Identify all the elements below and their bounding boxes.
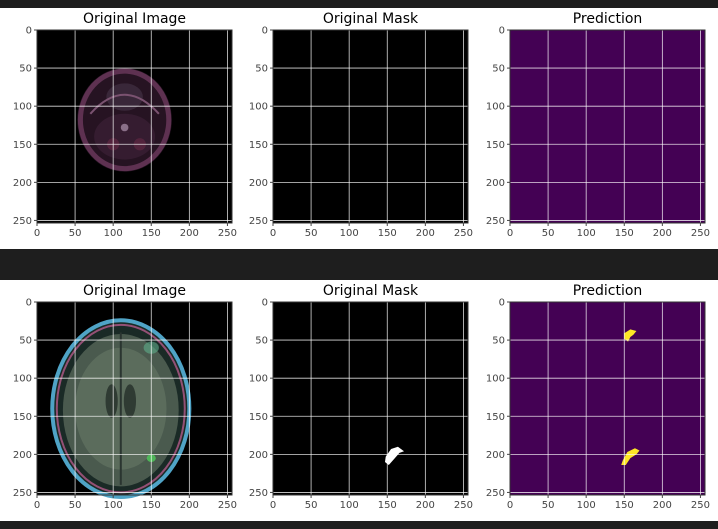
original-image-xtick-label: 50 (69, 228, 82, 239)
original-mask-xtick-label: 200 (416, 500, 435, 511)
original-mask-xtick-label: 150 (378, 228, 397, 239)
original-image-plot (36, 301, 233, 499)
original-mask-xtick-label: 50 (305, 500, 318, 511)
original-mask-xtick-label: 100 (340, 500, 359, 511)
original-mask-ytick-label: 0 (262, 26, 268, 37)
original-mask-xtick-label: 100 (340, 228, 359, 239)
original-mask-ytick-label: 200 (249, 178, 268, 189)
original-image-ytick-label: 100 (13, 102, 32, 113)
prediction-ytick-label: 250 (486, 488, 505, 499)
original-image-xtick-label: 150 (142, 228, 161, 239)
original-mask-xtick-label: 150 (378, 500, 397, 511)
original-image-plot (36, 29, 233, 224)
prediction-xtick-label: 200 (653, 228, 672, 239)
original-image-xtick-label: 50 (69, 500, 82, 511)
prediction-ytick-label: 50 (492, 336, 505, 347)
original-image-ytick-label: 250 (13, 216, 32, 227)
prediction-ytick-label: 200 (486, 178, 505, 189)
prediction-xtick-label: 200 (653, 500, 672, 511)
figure-row-2: Original Image 0 50 100 150 200 250 0 50 100 150 20… (0, 280, 718, 521)
prediction-ytick-label: 250 (486, 216, 505, 227)
prediction-xtick-label: 150 (615, 500, 634, 511)
original-mask-ytick-label: 150 (249, 140, 268, 151)
original-mask-xtick-label: 250 (454, 500, 473, 511)
original-image-xtick-label: 0 (34, 228, 40, 239)
prediction-xtick-label: 50 (542, 228, 555, 239)
original-image-ytick-label: 50 (19, 336, 32, 347)
original-mask-title: Original Mask (323, 11, 419, 27)
original-mask-ytick-label: 150 (249, 412, 268, 423)
original-image-title: Original Image (83, 11, 186, 27)
prediction-xtick-label: 150 (615, 228, 634, 239)
original-image-xtick-label: 200 (180, 500, 199, 511)
original-mask-xtick-label: 0 (270, 228, 276, 239)
original-mask-ytick-label: 100 (249, 102, 268, 113)
prediction-ytick-label: 100 (486, 102, 505, 113)
original-image-ytick-label: 100 (13, 374, 32, 385)
original-mask-plot (272, 301, 469, 496)
original-image-ytick-label: 150 (13, 412, 32, 423)
prediction-plot (509, 301, 706, 496)
original-image-ytick-label: 200 (13, 178, 32, 189)
prediction-title: Prediction (573, 11, 643, 27)
original-image-ytick-label: 0 (26, 26, 32, 37)
prediction-xtick-label: 100 (577, 500, 596, 511)
original-image-xtick-label: 100 (104, 228, 123, 239)
original-image-ytick-label: 250 (13, 488, 32, 499)
prediction-ytick-label: 200 (486, 450, 505, 461)
prediction-xtick-label: 250 (691, 228, 710, 239)
original-mask-ytick-label: 200 (249, 450, 268, 461)
original-mask-ytick-label: 250 (249, 488, 268, 499)
prediction-ytick-label: 0 (499, 298, 505, 309)
original-image-ytick-label: 150 (13, 140, 32, 151)
original-image-xtick-label: 100 (104, 500, 123, 511)
prediction-ytick-label: 100 (486, 374, 505, 385)
prediction-xtick-label: 100 (577, 228, 596, 239)
prediction-xtick-label: 0 (507, 500, 513, 511)
prediction-xtick-label: 50 (542, 500, 555, 511)
original-image-xtick-label: 0 (34, 500, 40, 511)
figure-row-1: Original Image 0 50 100 150 200 250 0 50 100 150 20… (0, 8, 718, 249)
original-mask-ytick-label: 0 (262, 298, 268, 309)
original-image-ytick-label: 0 (26, 298, 32, 309)
prediction-xtick-label: 0 (507, 228, 513, 239)
original-mask-xtick-label: 200 (416, 228, 435, 239)
original-mask-plot (272, 29, 469, 224)
original-mask-xtick-label: 50 (305, 228, 318, 239)
prediction-ytick-label: 150 (486, 140, 505, 151)
original-image-xtick-label: 250 (218, 228, 237, 239)
original-image-xtick-label: 150 (142, 500, 161, 511)
original-mask-ytick-label: 250 (249, 216, 268, 227)
original-mask-ytick-label: 50 (255, 64, 268, 75)
original-image-xtick-label: 250 (218, 500, 237, 511)
prediction-ytick-label: 0 (499, 26, 505, 37)
prediction-title: Prediction (573, 283, 643, 299)
original-image-xtick-label: 200 (180, 228, 199, 239)
original-mask-ytick-label: 100 (249, 374, 268, 385)
original-mask-ytick-label: 50 (255, 336, 268, 347)
prediction-ytick-label: 150 (486, 412, 505, 423)
original-mask-title: Original Mask (323, 283, 419, 299)
prediction-ytick-label: 50 (492, 64, 505, 75)
original-mask-xtick-label: 250 (454, 228, 473, 239)
original-image-ytick-label: 200 (13, 450, 32, 461)
original-image-ytick-label: 50 (19, 64, 32, 75)
prediction-plot (509, 29, 706, 224)
prediction-xtick-label: 250 (691, 500, 710, 511)
original-image-title: Original Image (83, 283, 186, 299)
original-mask-xtick-label: 0 (270, 500, 276, 511)
